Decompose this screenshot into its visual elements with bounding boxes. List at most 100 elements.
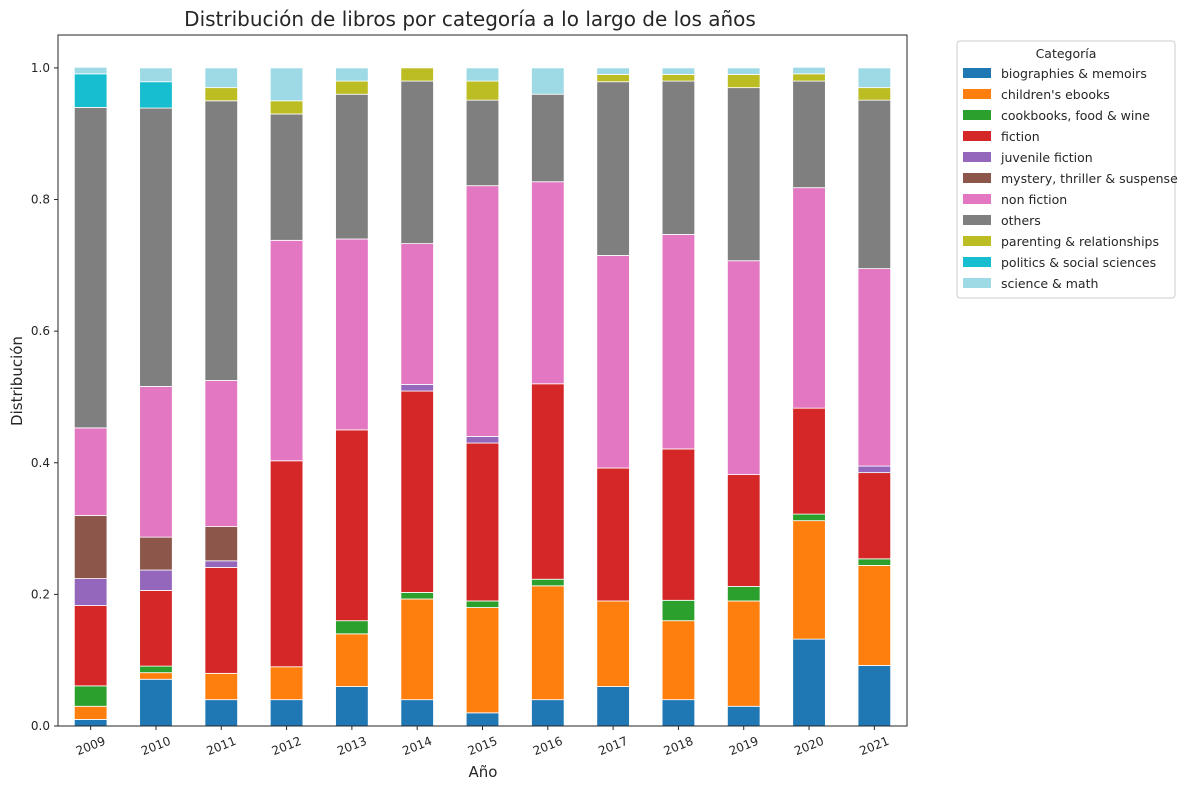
bar-segment-2015-0 — [465, 712, 500, 727]
bar-segment-2020-6 — [792, 187, 826, 409]
legend-swatch — [963, 131, 991, 141]
bar-segment-2011-7 — [204, 100, 238, 381]
bar-segment-2019-8 — [727, 74, 761, 89]
bar-segment-2010-9 — [139, 81, 173, 109]
bar-segment-2019-2 — [727, 586, 761, 602]
legend-label: others — [1001, 213, 1041, 228]
bar-segment-2013-6 — [335, 238, 369, 431]
bar-segment-2009-7 — [73, 106, 108, 429]
legend-label: politics & social sciences — [1001, 255, 1156, 270]
bar-segment-2015-1 — [465, 607, 500, 714]
bar-segment-2021-6 — [857, 268, 892, 467]
bar-segment-2016-6 — [531, 181, 565, 385]
bar-segment-2013-10 — [335, 67, 369, 82]
bar-segment-2009-5 — [73, 515, 108, 579]
bar-segment-2013-1 — [335, 633, 369, 687]
bar-segment-2010-5 — [139, 536, 173, 571]
bar-segment-2021-7 — [857, 99, 892, 270]
bar-segment-2013-7 — [335, 93, 369, 240]
legend-swatch — [963, 152, 991, 162]
legend-label: children's ebooks — [1001, 87, 1110, 102]
bar-segment-2018-3 — [661, 448, 696, 601]
legend-items: biographies & memoirs children's ebooks co… — [963, 66, 1178, 291]
bar-segment-2011-5 — [204, 526, 238, 562]
bar-segment-2019-10 — [727, 67, 761, 75]
legend-box — [956, 40, 1176, 299]
chart-title: Distribución de libros por categoría a l… — [184, 7, 756, 31]
bar-segment-2010-6 — [139, 386, 173, 538]
bar-segment-2012-6 — [269, 239, 304, 462]
legend-label: science & math — [1001, 276, 1098, 291]
legend-swatch — [963, 215, 991, 225]
bar-segment-2011-10 — [204, 67, 238, 89]
bar-segment-2013-0 — [335, 686, 369, 727]
bar-segment-2015-6 — [465, 185, 500, 437]
bar-segment-2015-3 — [465, 442, 500, 602]
bar-segment-2014-4 — [400, 384, 434, 392]
bar-segment-2010-3 — [139, 590, 173, 667]
legend-swatch — [963, 89, 991, 99]
bar-segment-2015-2 — [465, 600, 500, 608]
bar-segment-2010-0 — [139, 678, 173, 727]
bar-segment-2020-8 — [792, 73, 826, 82]
bar-segment-2014-3 — [400, 390, 434, 593]
bar-segment-2009-6 — [73, 427, 108, 516]
bar-segment-2010-2 — [139, 665, 173, 674]
bar-segment-2018-6 — [661, 233, 696, 450]
bar-segment-2017-0 — [596, 686, 630, 727]
bar-segment-2012-8 — [269, 100, 304, 115]
legend: Categoría biographies & memoirs children'… — [956, 40, 1178, 299]
bar-segment-2018-7 — [661, 80, 696, 235]
legend-swatch — [963, 257, 991, 267]
y-tick-label: 0.8 — [31, 193, 50, 207]
bar-segment-2018-0 — [661, 699, 696, 727]
bar-segment-2020-1 — [792, 520, 826, 640]
legend-label: parenting & relationships — [1001, 234, 1159, 249]
bar-segment-2016-7 — [531, 93, 565, 183]
bar-segment-2010-4 — [139, 569, 173, 591]
bar-segment-2015-8 — [465, 80, 500, 101]
y-tick-label: 0.6 — [31, 324, 50, 338]
legend-swatch — [963, 173, 991, 183]
bar-segment-2014-0 — [400, 699, 434, 727]
bar-segment-2011-6 — [204, 380, 238, 528]
bar-segment-2019-0 — [727, 705, 761, 727]
bar-segment-2013-2 — [335, 620, 369, 635]
bar-segment-2011-3 — [204, 567, 238, 674]
bar-segment-2011-8 — [204, 87, 238, 102]
bar-segment-2019-1 — [727, 600, 761, 707]
legend-label: cookbooks, food & wine — [1001, 108, 1150, 123]
bar-segment-2021-1 — [857, 565, 892, 666]
bar-segment-2018-1 — [661, 620, 696, 701]
bar-segment-2009-4 — [73, 578, 108, 606]
bar-segment-2019-7 — [727, 87, 761, 262]
legend-swatch — [963, 110, 991, 120]
bar-segment-2014-1 — [400, 598, 434, 701]
bar-segment-2020-7 — [792, 80, 826, 189]
bar-segment-2009-9 — [73, 73, 108, 108]
legend-label: mystery, thriller & suspense — [1001, 171, 1178, 186]
bar-segment-2018-10 — [661, 67, 696, 75]
bar-segment-2016-1 — [531, 585, 565, 701]
bar-segment-2015-4 — [465, 436, 500, 444]
bar-segment-2021-8 — [857, 87, 892, 101]
legend-title: Categoría — [1036, 46, 1097, 61]
bar-segment-2017-1 — [596, 600, 630, 687]
bar-segment-2015-7 — [465, 99, 500, 187]
legend-label: juvenile fiction — [1000, 150, 1093, 165]
bars-group — [73, 66, 892, 727]
bar-segment-2017-7 — [596, 81, 630, 256]
bar-segment-2014-7 — [400, 80, 434, 245]
y-tick-label: 0.4 — [31, 456, 50, 470]
bar-segment-2018-8 — [661, 74, 696, 82]
y-axis-title: Distribución — [8, 336, 26, 426]
bar-segment-2013-3 — [335, 429, 369, 622]
legend-label: non fiction — [1001, 192, 1067, 207]
bar-segment-2017-10 — [596, 67, 630, 75]
bar-segment-2014-6 — [400, 243, 434, 385]
bar-segment-2021-0 — [857, 665, 892, 727]
bar-segment-2016-10 — [531, 67, 565, 95]
bar-segment-2013-8 — [335, 80, 369, 95]
bar-segment-2010-7 — [139, 107, 173, 387]
legend-swatch — [963, 278, 991, 288]
